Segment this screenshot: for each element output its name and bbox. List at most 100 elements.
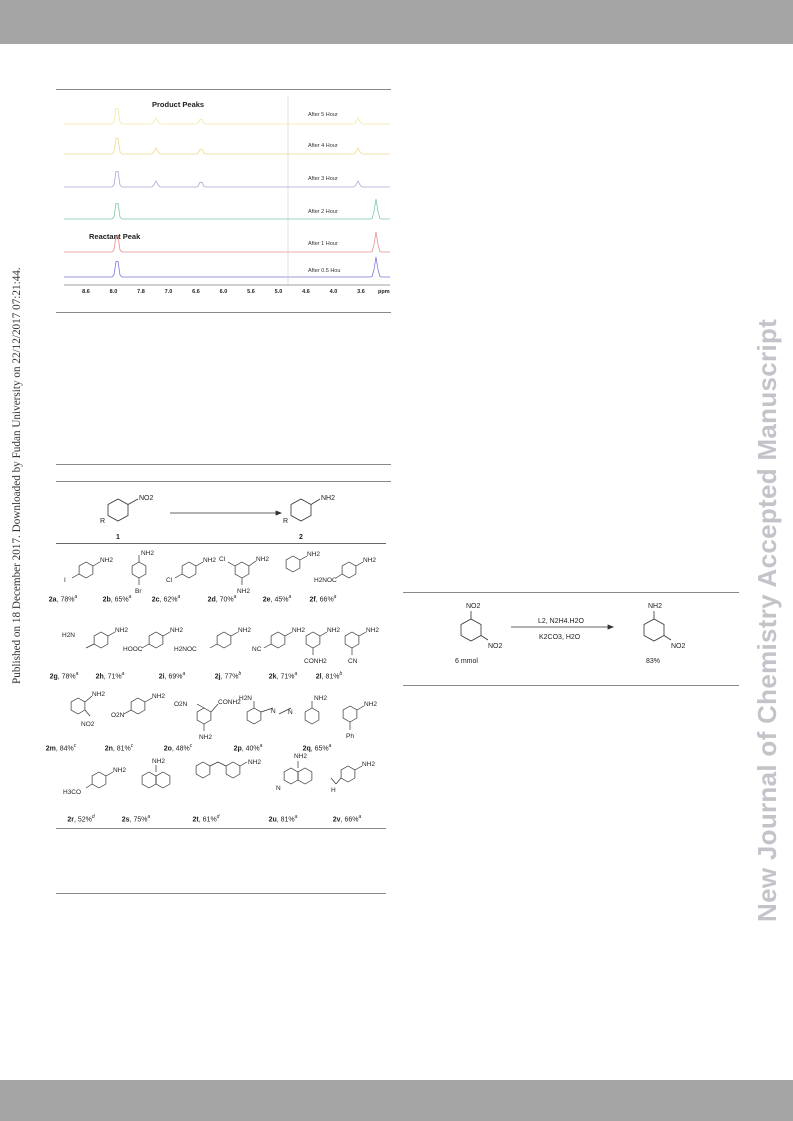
substituent-label: NH2 <box>113 767 126 774</box>
bond <box>239 761 248 767</box>
reactant-number: 1 <box>116 534 120 541</box>
scheme2-reagent-bottom: K2CO3, H2O <box>539 634 581 641</box>
benzene-ring <box>246 707 262 725</box>
substituent-label: NH2 <box>366 627 379 634</box>
substituent-label: NH2 <box>363 557 376 564</box>
nmr-tick-label: 6.6 <box>192 289 200 295</box>
compound-label-2a: 2a, 78%a <box>48 594 78 604</box>
substituent-label: NH2 <box>203 557 216 564</box>
compound-label-2k: 2k, 71%a <box>268 671 298 681</box>
scheme2-reactant-amount: 6 mmol <box>455 658 478 665</box>
substituent-label: CN <box>348 658 358 665</box>
bond <box>209 643 218 649</box>
nmr-tick-label: 6.0 <box>220 289 228 295</box>
compound-label-2s: 2s, 75%a <box>121 814 151 824</box>
scheme2-reagent-top: L2, N2H4.H2O <box>538 618 584 625</box>
nmr-axis-unit: ppm <box>378 289 390 295</box>
bond <box>335 573 343 579</box>
compound-label-2n: 2n, 81%c <box>104 743 134 753</box>
bond <box>263 643 272 649</box>
substituent-label: N <box>276 785 281 792</box>
substituent-label: CONH2 <box>218 699 241 706</box>
product-number: 2 <box>299 534 303 541</box>
substituent-label: NO2 <box>81 721 95 728</box>
benzene-ring <box>195 761 211 779</box>
scheme2-product-nh2: NH2 <box>648 603 662 610</box>
compound-label-2h: 2h, 71%a <box>95 671 125 681</box>
reactant-peak-label: Reactant Peak <box>89 232 141 241</box>
benzene-ring <box>225 761 241 779</box>
substituent-label: NH2 <box>238 627 251 634</box>
bond <box>84 709 91 717</box>
substituent-label: NH2 <box>100 557 113 564</box>
benzene-ring <box>216 631 232 649</box>
substituent-label: H2NOC <box>314 577 337 584</box>
benzene-ring <box>342 705 358 723</box>
bond <box>92 561 101 567</box>
benzene-ring <box>130 697 146 715</box>
nmr-tick-label: 3.6 <box>357 289 365 295</box>
substituent-label: NH2 <box>141 550 154 557</box>
bond <box>354 765 363 771</box>
substituent-label: NH2 <box>152 758 165 765</box>
scheme2-reactant-no2-top: NO2 <box>466 603 481 610</box>
bond <box>227 561 236 567</box>
nmr-tick-label: 4.6 <box>302 289 310 295</box>
benzene-ring <box>305 631 321 649</box>
benzene-ring <box>91 771 107 789</box>
nmr-trace-label-2: After 4 Hour <box>308 143 338 149</box>
bond <box>217 761 227 767</box>
substituent-label: H2N <box>62 632 75 639</box>
bond <box>123 709 132 715</box>
bottom-gray-band <box>0 1080 793 1121</box>
nmr-trace-2 <box>64 138 390 155</box>
scheme2-reactant-no2-bottom: NO2 <box>488 643 503 650</box>
compound-label-2d: 2d, 70%a <box>207 594 237 604</box>
scheme2-top-rule <box>403 592 739 593</box>
bond <box>210 703 219 713</box>
table-top-rule <box>56 464 391 465</box>
bond <box>144 697 153 703</box>
nmr-tick-label: 4.0 <box>330 289 338 295</box>
substituent-label: H2NOC <box>174 646 197 653</box>
substituent-label: N <box>288 709 293 716</box>
general-reaction-scheme: NO2 R 1 NH2 R 2 <box>100 495 335 541</box>
substituent-label: HOOC <box>123 646 143 653</box>
substituent-label: NH2 <box>314 695 327 702</box>
compound-label-2f: 2f, 66%a <box>309 594 337 604</box>
bond <box>195 561 204 567</box>
benzene-ring <box>283 767 299 785</box>
bond <box>105 771 114 777</box>
publication-sidebar-text: Published on 18 December 2017. Downloade… <box>11 267 23 684</box>
accepted-manuscript-watermark: New Journal of Chemistry Accepted Manusc… <box>752 318 782 922</box>
nmr-trace-6 <box>64 256 390 278</box>
nmr-tick-label: 5.0 <box>275 289 283 295</box>
scheme2-product-no2: NO2 <box>671 643 686 650</box>
substituent-label: O2N <box>111 712 125 719</box>
compound-label-2q: 2q, 65%a <box>302 743 332 753</box>
compound-label-2c: 2c, 62%a <box>151 594 181 604</box>
nmr-trace-3 <box>64 171 390 188</box>
bond <box>319 631 328 637</box>
substituent-label: NH2 <box>256 556 269 563</box>
compound-label-2v: 2v, 66%a <box>332 814 362 824</box>
nmr-figure-bottom-rule <box>56 312 391 313</box>
bond <box>356 705 365 711</box>
bond <box>196 703 205 709</box>
substituent-label: NH2 <box>248 759 261 766</box>
benzene-ring <box>181 561 197 579</box>
substituent-label: Cl <box>166 577 173 584</box>
benzene-ring <box>340 765 356 783</box>
substituent-label: Br <box>135 588 142 595</box>
nmr-trace-label-5: After 1 Hour <box>308 241 338 247</box>
nmr-trace-label-4: After 2 Hour <box>308 209 338 215</box>
compound-label-2m: 2m, 84%c <box>45 743 77 753</box>
substituent-label: NH2 <box>237 588 250 595</box>
substituent-label: O2N <box>174 701 188 708</box>
product-amino-label: NH2 <box>321 495 335 502</box>
bond <box>162 631 171 637</box>
bond <box>85 643 95 649</box>
benzene-ring <box>304 707 320 725</box>
benzene-ring <box>270 631 286 649</box>
nmr-tick-label: 7.8 <box>137 289 145 295</box>
